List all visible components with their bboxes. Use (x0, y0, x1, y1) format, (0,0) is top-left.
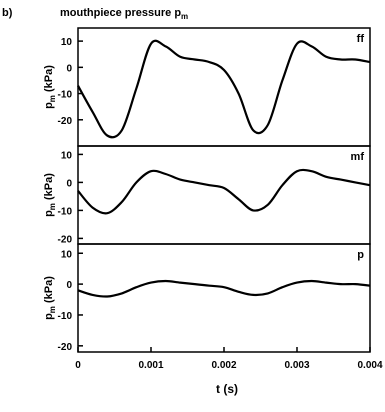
plot-frame (77, 145, 371, 245)
y-tick-label: 0 (66, 178, 72, 189)
y-tick-label: -10 (58, 90, 73, 101)
y-tick-label: -20 (58, 342, 73, 353)
x-tick-label: 0.003 (284, 360, 309, 371)
panel-tag: p (357, 249, 364, 261)
x-tick-label: 0 (75, 360, 81, 371)
y-axis-label-unit: (kPa) (43, 173, 55, 203)
panel-tag: mf (351, 151, 365, 163)
chart-panel-2: 10 0 -10 -20 mf pm (kPa) (43, 145, 371, 245)
y-axis-label-symbol: p (43, 313, 55, 320)
x-tick-label: 0.001 (138, 360, 163, 371)
y-axis-label: pm (kPa) (43, 173, 57, 217)
y-tick-label: 10 (61, 150, 73, 161)
y-axis-label-unit: (kPa) (43, 65, 55, 95)
chart-panel-1: 10 0 -10 -20 ff pm (kPa) (43, 27, 371, 147)
y-axis-label: pm (kPa) (43, 276, 57, 320)
y-tick-label: 0 (66, 63, 72, 74)
plot-frame (77, 243, 371, 353)
y-tick-label: 10 (61, 37, 73, 48)
y-tick-label: -20 (58, 234, 73, 245)
y-axis-label-subscript: m (48, 95, 57, 102)
y-tick-label: -10 (58, 311, 73, 322)
figure-title: mouthpiece pressure pm (60, 7, 188, 21)
y-axis-label: pm (kPa) (43, 65, 57, 109)
y-axis-label-symbol: p (43, 210, 55, 217)
figure-title-main: mouthpiece pressure p (60, 7, 181, 19)
series-line-1 (77, 168, 371, 215)
figure-title-subscript: m (181, 12, 188, 21)
y-tick-label: 0 (66, 280, 72, 291)
y-tick-label: 10 (61, 249, 73, 260)
x-tick-label: 0.004 (357, 360, 382, 371)
series-line-1 (77, 39, 371, 139)
y-tick-label: -10 (58, 206, 73, 217)
y-axis-label-subscript: m (48, 203, 57, 210)
y-tick-label: -20 (58, 116, 73, 127)
y-axis-label-symbol: p (43, 102, 55, 109)
series-line-1 (77, 279, 371, 298)
panel-letter: b) (2, 7, 13, 19)
y-axis-label-unit: (kPa) (43, 276, 55, 306)
panel-tag: ff (357, 33, 365, 45)
x-axis-label: t (s) (216, 382, 238, 396)
y-axis-label-subscript: m (48, 306, 57, 313)
x-tick-label: 0.002 (211, 360, 236, 371)
